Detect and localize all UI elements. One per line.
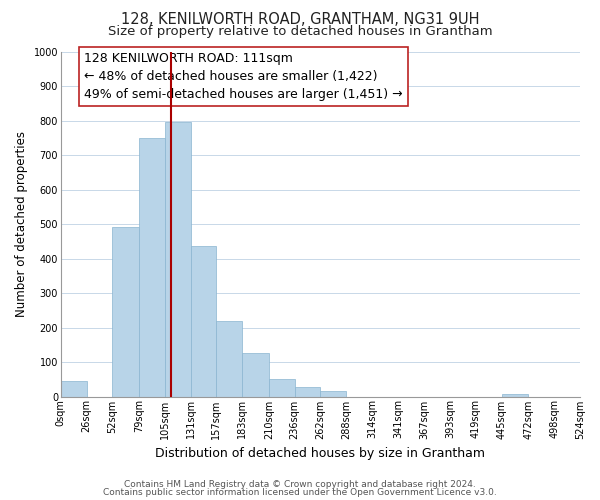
Bar [269, 378, 295, 396]
Y-axis label: Number of detached properties: Number of detached properties [15, 131, 28, 317]
Text: 128, KENILWORTH ROAD, GRANTHAM, NG31 9UH: 128, KENILWORTH ROAD, GRANTHAM, NG31 9UH [121, 12, 479, 28]
Text: Size of property relative to detached houses in Grantham: Size of property relative to detached ho… [107, 25, 493, 38]
Bar [242, 354, 269, 397]
Bar [61, 381, 86, 396]
Bar [320, 392, 346, 396]
Bar [502, 394, 529, 396]
Text: Contains HM Land Registry data © Crown copyright and database right 2024.: Contains HM Land Registry data © Crown c… [124, 480, 476, 489]
Text: Contains public sector information licensed under the Open Government Licence v3: Contains public sector information licen… [103, 488, 497, 497]
Bar [191, 246, 217, 396]
X-axis label: Distribution of detached houses by size in Grantham: Distribution of detached houses by size … [155, 447, 485, 460]
Bar [295, 387, 320, 396]
Text: 128 KENILWORTH ROAD: 111sqm
← 48% of detached houses are smaller (1,422)
49% of : 128 KENILWORTH ROAD: 111sqm ← 48% of det… [84, 52, 403, 101]
Bar [165, 122, 191, 396]
Bar [217, 320, 242, 396]
Bar [139, 138, 165, 396]
Bar [112, 228, 139, 396]
